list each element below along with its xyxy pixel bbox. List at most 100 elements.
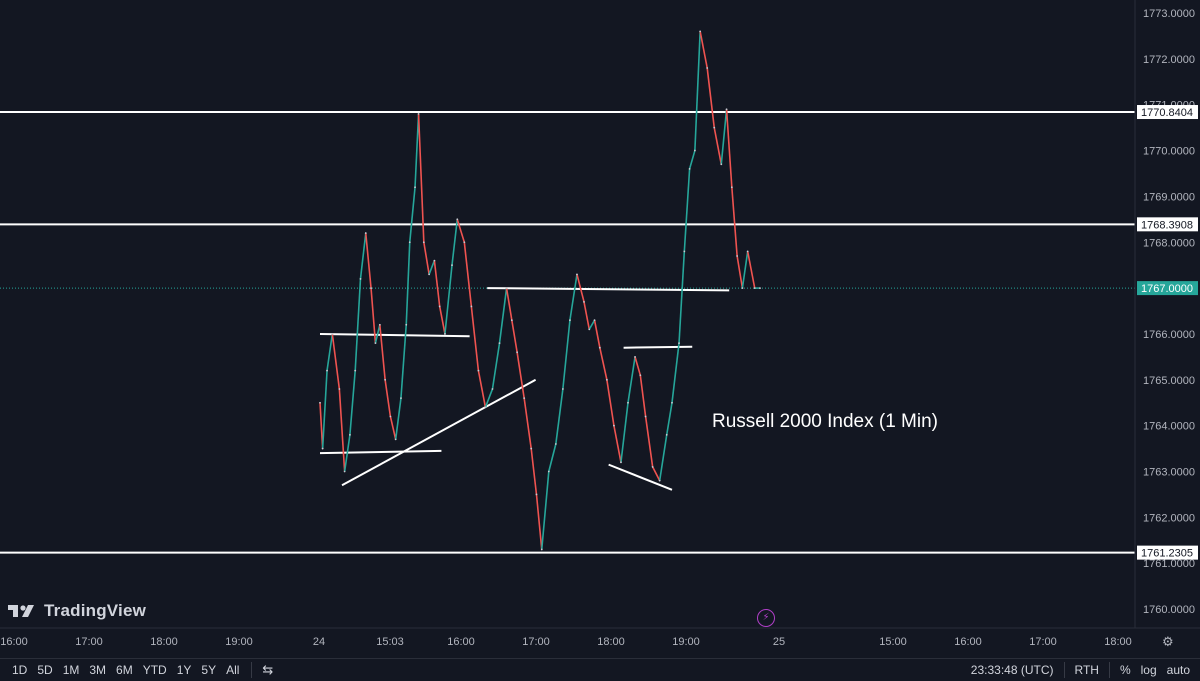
price-point <box>576 273 578 276</box>
log-scale-button[interactable]: log <box>1140 663 1157 677</box>
session-button[interactable]: RTH <box>1074 663 1099 677</box>
auto-scale-button[interactable]: auto <box>1166 663 1190 677</box>
price-segment <box>694 31 701 151</box>
price-segment <box>364 233 372 289</box>
price-point <box>438 305 441 308</box>
price-segment <box>627 356 636 403</box>
price-point <box>699 30 702 33</box>
price-point <box>417 112 420 115</box>
time-tick-label: 17:00 <box>75 636 103 648</box>
price-point <box>405 323 408 326</box>
price-point <box>428 273 431 276</box>
price-segment <box>699 31 708 69</box>
price-point <box>394 438 397 441</box>
price-point <box>510 319 513 322</box>
price-point <box>516 351 519 354</box>
price-tick-label: 1770.0000 <box>1143 146 1195 158</box>
price-segment <box>540 471 550 550</box>
price-segment <box>505 287 513 321</box>
price-point <box>730 186 733 189</box>
price-segment <box>516 352 525 399</box>
price-segment <box>326 333 334 371</box>
level-price-label: 1770.8404 <box>1141 107 1193 119</box>
price-point <box>477 369 480 372</box>
price-tick-label: 1768.0000 <box>1143 237 1195 249</box>
price-segment <box>498 287 508 344</box>
date-range-icon[interactable]: ⇆ <box>262 662 274 677</box>
time-tick-label: 17:00 <box>522 636 550 648</box>
time-tick-label: 16:00 <box>0 636 28 648</box>
price-segment <box>523 398 532 449</box>
last-price-badge <box>1137 281 1198 296</box>
price-segment <box>620 402 629 463</box>
time-tick-label: 18:00 <box>150 636 178 648</box>
toolbar-right: 23:33:48 (UTC) RTH % log auto <box>971 659 1200 681</box>
price-point <box>378 323 381 326</box>
price-point <box>530 447 533 450</box>
price-point <box>651 466 654 468</box>
chart-annotation: Russell 2000 Index (1 Min) <box>712 411 938 432</box>
price-segment <box>389 416 397 440</box>
timeframe-5y[interactable]: 5Y <box>201 663 217 677</box>
price-segment <box>639 375 647 417</box>
price-point <box>713 126 716 129</box>
timeframe-1d[interactable]: 1D <box>12 663 28 677</box>
price-segment <box>456 219 466 243</box>
trendline[interactable] <box>487 287 730 292</box>
price-point <box>688 167 691 170</box>
price-tick-label: 1764.0000 <box>1143 421 1195 433</box>
price-point <box>354 369 357 372</box>
price-point <box>470 305 473 308</box>
price-point <box>422 241 425 244</box>
timeframe-all[interactable]: All <box>226 663 240 677</box>
trendline[interactable] <box>319 332 470 338</box>
price-segment <box>535 494 543 550</box>
price-segment <box>688 150 696 170</box>
trendline[interactable] <box>341 378 537 487</box>
price-segment <box>354 278 362 371</box>
price-point <box>338 388 341 390</box>
price-point <box>583 300 585 303</box>
price-segment <box>644 416 654 468</box>
level-price-badge <box>1137 217 1198 232</box>
percent-scale-button[interactable]: % <box>1119 663 1131 677</box>
price-segment <box>374 324 381 344</box>
gear-icon[interactable]: ⚙ <box>1162 634 1174 649</box>
price-chart[interactable]: 1760.0000 1761.0000 1762.0000 1763.0000 1764… <box>0 0 1200 658</box>
trendline[interactable] <box>608 463 673 491</box>
price-point <box>433 259 436 262</box>
price-segment <box>588 319 596 330</box>
price-point <box>535 493 538 496</box>
price-point <box>540 548 543 551</box>
level-price-label: 1768.3908 <box>1141 219 1193 231</box>
price-segment <box>463 242 473 307</box>
time-axis: 16:00 17:00 18:00 19:00 24 15:03 16:00 17:00 18:… <box>0 627 1200 648</box>
price-point <box>678 342 680 345</box>
lightning-icon[interactable]: ⚡ <box>757 609 775 627</box>
timeframe-ytd[interactable]: YTD <box>142 663 167 677</box>
price-point <box>349 433 351 436</box>
price-point <box>331 333 334 335</box>
price-tick-label: 1772.0000 <box>1143 54 1195 66</box>
timeframe-3m[interactable]: 3M <box>89 663 107 677</box>
clock[interactable]: 23:33:48 (UTC) <box>970 663 1054 677</box>
timeframe-1m[interactable]: 1M <box>62 663 80 677</box>
trendline[interactable] <box>319 449 442 455</box>
timeframe-1y[interactable]: 1Y <box>176 663 192 677</box>
timeframe-5d[interactable]: 5D <box>37 663 53 677</box>
time-tick-label: 17:00 <box>1029 636 1057 648</box>
price-segment <box>634 356 642 376</box>
price-segment <box>370 288 377 344</box>
time-tick-label: 25 <box>773 636 785 648</box>
price-segment <box>671 343 680 403</box>
price-point <box>359 278 362 280</box>
price-segment <box>433 260 441 307</box>
price-segment <box>576 274 585 303</box>
trendline[interactable] <box>623 345 693 349</box>
price-point <box>639 374 642 377</box>
price-tick-label: 1765.0000 <box>1143 375 1195 387</box>
timeframe-6m[interactable]: 6M <box>116 663 133 677</box>
tradingview-logo[interactable]: TradingView <box>8 601 146 621</box>
price-segment <box>470 306 480 371</box>
level-price-badge <box>1137 545 1198 560</box>
